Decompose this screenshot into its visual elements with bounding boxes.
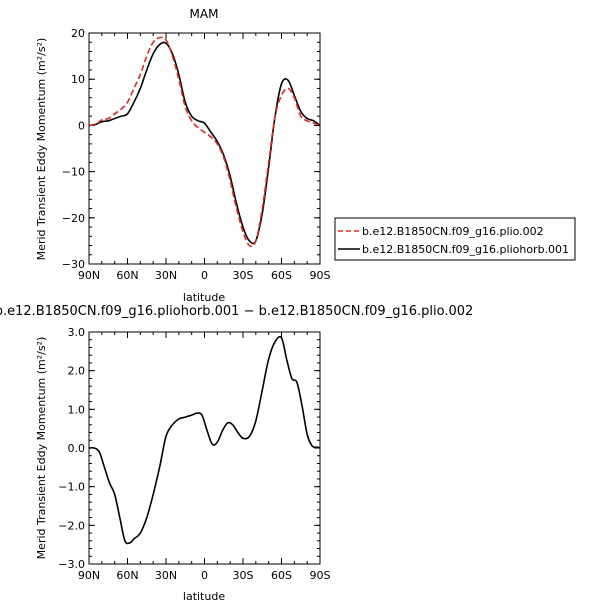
bottom-y-tick-label: −2.0 xyxy=(58,519,85,532)
bottom-x-tick-label: 60S xyxy=(271,569,292,582)
bottom-x-tick-label: 90N xyxy=(78,569,100,582)
top-y-tick-label: 0 xyxy=(78,119,85,132)
top-panel: MAM Merid Transient Eddy Momentum (m²/s²… xyxy=(35,7,331,304)
bottom-y-tick-label: 2.0 xyxy=(68,365,86,378)
top-x-axis-label: latitude xyxy=(183,291,225,304)
bottom-x-tick-label: 30N xyxy=(155,569,177,582)
top-x-tick-label: 60S xyxy=(271,269,292,282)
top-series-line-1 xyxy=(88,41,321,245)
top-y-tick-label: 10 xyxy=(71,73,85,86)
top-y-axis-label: Merid Transient Eddy Momentum (m²/s²) xyxy=(35,38,48,261)
top-series-line-0 xyxy=(88,36,321,248)
top-y-tick-label: −10 xyxy=(62,166,85,179)
top-y-tick-label: −20 xyxy=(62,212,85,225)
bottom-x-tick-label: 60N xyxy=(116,569,138,582)
legend-label-pliohorb: b.e12.B1850CN.f09_g16.pliohorb.001 xyxy=(362,243,569,256)
bottom-series-line-0 xyxy=(88,335,321,545)
top-x-tick-label: 90N xyxy=(78,269,100,282)
bottom-y-axis-label: Merid Transient Eddy Momentum (m²/s²) xyxy=(35,337,48,560)
legend: b.e12.B1850CN.f09_g16.plio.002 b.e12.B18… xyxy=(334,217,576,261)
bottom-panel: b.e12.B1850CN.f09_g16.pliohorb.001 − b.e… xyxy=(0,304,473,603)
bottom-y-tick-label: 0.0 xyxy=(68,442,86,455)
bottom-x-axis-label: latitude xyxy=(183,590,225,603)
top-x-tick-label: 30N xyxy=(155,269,177,282)
bottom-y-tick-label: −1.0 xyxy=(58,481,85,494)
top-x-tick-label: 0 xyxy=(201,269,208,282)
legend-box xyxy=(334,217,576,261)
bottom-plot-frame xyxy=(88,331,321,565)
top-plot-frame xyxy=(88,32,321,265)
top-chart-title: MAM xyxy=(190,7,219,21)
bottom-x-tick-label: 30S xyxy=(233,569,254,582)
bottom-x-tick-label: 0 xyxy=(201,569,208,582)
top-y-tick-label: 20 xyxy=(71,27,85,40)
bottom-y-tick-label: 1.0 xyxy=(68,403,86,416)
top-x-tick-label: 60N xyxy=(116,269,138,282)
bottom-x-tick-label: 90S xyxy=(310,569,331,582)
bottom-y-tick-label: 3.0 xyxy=(68,326,86,339)
bottom-y-tick-label: −3.0 xyxy=(58,558,85,571)
top-x-tick-label: 30S xyxy=(233,269,254,282)
top-y-tick-label: −30 xyxy=(62,258,85,271)
top-x-tick-label: 90S xyxy=(310,269,331,282)
bottom-chart-title: b.e12.B1850CN.f09_g16.pliohorb.001 − b.e… xyxy=(0,304,473,319)
legend-label-plio: b.e12.B1850CN.f09_g16.plio.002 xyxy=(362,225,544,238)
